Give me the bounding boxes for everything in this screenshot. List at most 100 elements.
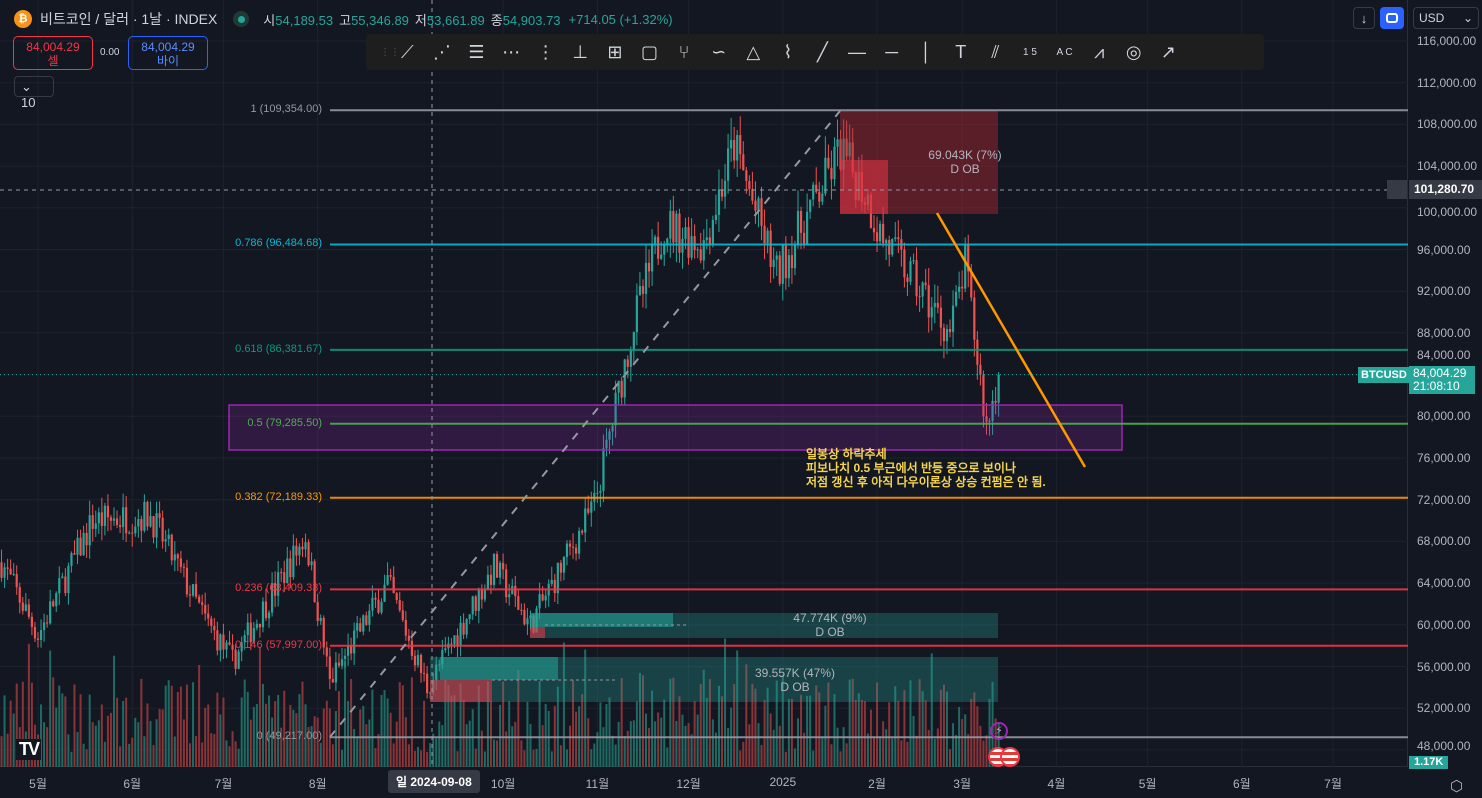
candle-body [714, 214, 718, 221]
volume-bar [49, 650, 52, 767]
candle-body [383, 584, 386, 602]
add-alert-icon[interactable] [1387, 180, 1407, 199]
volume-bar [888, 702, 891, 767]
drag-handle-icon[interactable]: ⋮⋮ [380, 46, 400, 58]
ray-tool[interactable]: ╱ [805, 37, 840, 67]
volume-bar [398, 682, 401, 767]
candle-body [608, 431, 611, 440]
candle-body [830, 167, 833, 180]
candle-body [362, 615, 365, 632]
vertical-line-tool[interactable]: │ [909, 37, 944, 67]
triangle-tool[interactable]: △ [736, 37, 771, 67]
parallel-channel-icon: ⫽ [991, 41, 1000, 62]
candle-body [599, 490, 602, 493]
volume-bar [629, 721, 632, 767]
settings-icon[interactable]: ⬡ [1450, 778, 1464, 795]
gann-fan-tool[interactable]: ⩘ [1082, 37, 1117, 67]
volume-bar [559, 745, 562, 767]
symbol-title[interactable]: 비트코인 / 달러 · 1날 · INDEX [40, 11, 218, 27]
price-tick: 104,000.00 [1417, 159, 1478, 174]
volume-bar [632, 720, 635, 767]
volume-bar [383, 690, 386, 767]
candle-body [64, 576, 67, 594]
fib-timezone-icon: ⋮ [536, 41, 555, 62]
price-tick: 108,000.00 [1417, 117, 1478, 132]
candle-body [27, 604, 30, 617]
fib-level-label: 0.146 (57,997.00) [235, 638, 322, 651]
volume-bar [769, 713, 772, 767]
tradingview-logo[interactable]: TV [16, 739, 42, 760]
us-flag-events-icon[interactable] [988, 747, 1022, 767]
fib-fan-tool[interactable]: ⋰ [425, 37, 460, 67]
volume-bar [389, 712, 392, 767]
circle-tool[interactable]: ◎ [1116, 37, 1151, 67]
note-line: 저점 갱신 후 아직 다우이론상 상승 컨펌은 안 됨. [806, 475, 1046, 489]
scroll-down-button[interactable]: ↓ [1353, 7, 1375, 29]
quantity-dropdown[interactable]: ⌄ 10 [14, 76, 54, 110]
horizontal-line-tool[interactable]: ─ [874, 37, 909, 67]
fib-timezone-tool[interactable]: ⋮ [528, 37, 563, 67]
volume-bar [301, 681, 304, 767]
candle-body [802, 232, 806, 244]
price-axis[interactable]: 116,000.00 112,000.00 108,000.00 104,000.00… [1409, 0, 1482, 767]
candle-body [666, 238, 669, 245]
fib-level-label: 0.382 (72,189.33) [235, 490, 322, 503]
candle-body [359, 623, 362, 632]
candle-body [806, 211, 809, 244]
abcd-pattern-tool[interactable]: A C [1047, 37, 1082, 67]
candle-body [492, 554, 496, 585]
lightning-event-icon[interactable]: ⚡ [990, 722, 1008, 740]
candle-body [237, 651, 240, 669]
chart-area[interactable] [0, 0, 1408, 767]
elliott-wave-15-tool[interactable]: 1 5 [1013, 37, 1048, 67]
chart-canvas[interactable] [0, 0, 1408, 767]
volume-bar [830, 744, 833, 767]
candle-body [903, 249, 906, 278]
candle-body [73, 553, 76, 555]
time-axis[interactable]: 5월 6월 7월 8월 10월 11월 12월 2025 2월 3월 4월 5월 6월 7월 일 2024-… [0, 767, 1408, 798]
volume-bar [876, 682, 879, 767]
volume-bar [423, 700, 426, 767]
candle-body [717, 189, 721, 215]
fib-channel-tool[interactable]: ⋯ [494, 37, 529, 67]
ohlc-key: 고 [339, 12, 352, 28]
date-price-range-tool[interactable]: ⊞ [598, 37, 633, 67]
candle-body [970, 271, 973, 298]
candle-body [523, 610, 526, 625]
volume-bar [289, 704, 292, 767]
ohlc-value: 53,661.89 [426, 12, 485, 28]
trend-angle-tool[interactable]: ⟋ [390, 37, 425, 67]
pitchfork-tool[interactable]: ⑂ [667, 37, 702, 67]
brush-tool[interactable]: ⌇ [771, 37, 806, 67]
volume-bar [918, 679, 921, 767]
buy-button[interactable]: 84,004.29 바이 [128, 36, 208, 70]
arrow-tool[interactable]: ↗ [1151, 37, 1186, 67]
volume-bar [663, 699, 666, 767]
currency-select[interactable]: USD ⌄ [1413, 7, 1479, 29]
horizontal-ray-tool[interactable]: — [840, 37, 875, 67]
candle-body [365, 615, 368, 625]
candle-body [176, 554, 179, 559]
candle-body [763, 225, 766, 244]
auto-scale-button[interactable] [1380, 7, 1404, 29]
rectangle-tool[interactable]: ▢ [632, 37, 667, 67]
parallel-channel-tool[interactable]: ⫽ [978, 37, 1013, 67]
price-range-tool[interactable]: ⊥ [563, 37, 598, 67]
candle-body [784, 244, 787, 279]
auto-scale-icon [1386, 13, 1398, 23]
candle-body [39, 630, 43, 640]
parallel-lines-tool[interactable]: ☰ [459, 37, 494, 67]
analysis-note[interactable]: 일봉상 하락추세 피보나치 0.5 부근에서 반등 중으로 보이나 저점 갱신 … [806, 447, 1046, 489]
volume-bar [781, 674, 784, 767]
candle-body [316, 602, 319, 622]
candle-body [559, 562, 562, 573]
volume-bar [222, 697, 225, 767]
candle-body [94, 523, 97, 529]
volume-bar [906, 741, 909, 767]
sell-button[interactable]: 84,004.29 셀 [13, 36, 93, 70]
curve-tool[interactable]: ∽ [701, 37, 736, 67]
text-tool[interactable]: T [944, 37, 979, 67]
candle-body [164, 539, 167, 542]
order-block-core [530, 627, 545, 638]
volume-bar [687, 723, 690, 767]
